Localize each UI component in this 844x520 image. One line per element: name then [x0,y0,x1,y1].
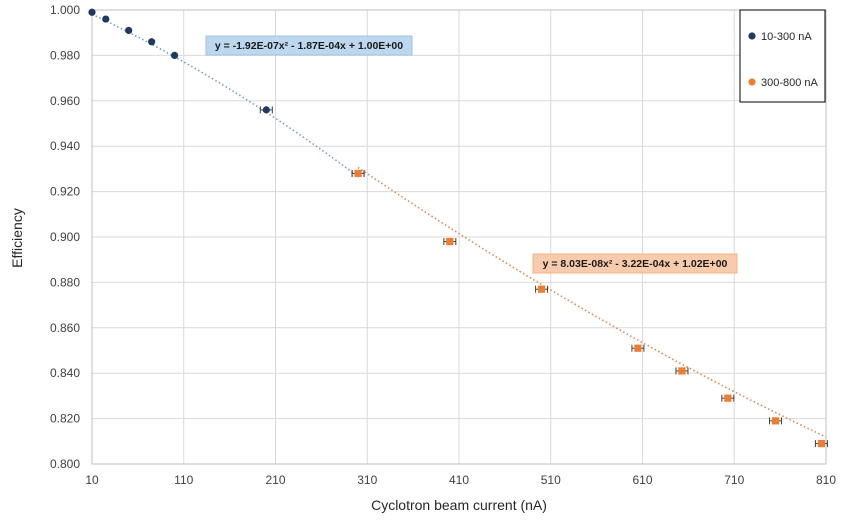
marker-series-2 [724,394,732,402]
data-points [88,8,828,448]
trendline-series-1 [91,13,359,178]
plot-area-border [91,9,827,465]
data-point [88,8,96,16]
equation-box-series-1 [205,35,413,56]
marker-series-1 [170,51,179,60]
data-point [102,15,110,23]
equations: y = -1.92E-07x² - 1.87E-04x + 1.00E+00 y … [205,35,738,274]
y-tick-label: 0.980 [50,48,80,62]
data-point [170,51,179,60]
y-tick-label: 0.940 [50,139,80,153]
data-point [631,344,645,352]
marker-series-2 [634,344,642,352]
marker-series-2 [817,439,826,448]
x-tick-label: 110 [174,473,193,487]
marker-series-1 [148,38,156,46]
y-tick-label: 0.900 [50,230,80,244]
x-axis-label: Cyclotron beam current (nA) [371,497,547,513]
x-tick-label: 610 [632,473,652,487]
y-tick-label: 0.860 [50,321,80,335]
legend-label-series-1: 10-300 nA [761,31,812,43]
axes [91,9,827,465]
marker-series-1 [262,106,270,114]
x-tick-label: 410 [449,473,469,487]
x-tick-label: 210 [265,473,285,487]
y-tick-label: 0.960 [50,94,80,108]
legend-marker-series-2 [748,78,756,86]
marker-series-2 [771,417,780,425]
data-point [769,417,783,425]
equation-label-series-1: y = -1.92E-07x² - 1.87E-04x + 1.00E+00 [215,40,403,52]
data-point [148,38,156,46]
trendlines [91,13,827,438]
marker-series-2 [678,367,686,375]
y-tick-label: 0.920 [50,185,80,199]
data-point [351,169,365,178]
y-tick-label: 0.800 [50,457,80,471]
x-tick-label: 710 [724,473,744,487]
trendline-series-2 [357,166,827,438]
grid [91,9,827,465]
x-tick-label: 310 [357,473,377,487]
y-tick-label: 0.880 [50,275,80,289]
marker-series-1 [125,26,133,35]
marker-series-2 [354,169,362,178]
y-tick-label: 0.820 [50,412,80,426]
data-point [535,285,549,293]
marker-series-2 [446,237,454,246]
legend-marker-series-1 [748,32,756,40]
y-axis-label: Efficiency [9,208,25,268]
legend-label-series-2: 300-800 nA [761,77,819,89]
data-point [721,394,735,402]
equation-label-series-2: y = 8.03E-08x² - 3.22E-04x + 1.02E+00 [543,258,728,270]
data-point [125,26,133,35]
x-tick-label: 10 [85,473,99,487]
marker-series-1 [88,8,96,16]
marker-series-2 [537,285,546,293]
data-point [443,237,457,246]
x-tick-label: 810 [816,473,836,487]
marker-series-1 [102,15,110,23]
x-tick-label: 510 [541,473,561,487]
data-point [814,439,828,448]
data-point [259,106,273,114]
equation-box-series-2 [532,253,738,274]
data-point [675,367,689,375]
legend-box [739,9,826,103]
y-tick-label: 0.840 [50,366,80,380]
y-tick-label: 1.000 [50,3,80,17]
legend: 10-300 nA 300-800 nA [739,9,826,103]
tick-labels: 10 110 210 310 410 510 610 710 810 0.800 0.820 0.84… [50,3,836,487]
